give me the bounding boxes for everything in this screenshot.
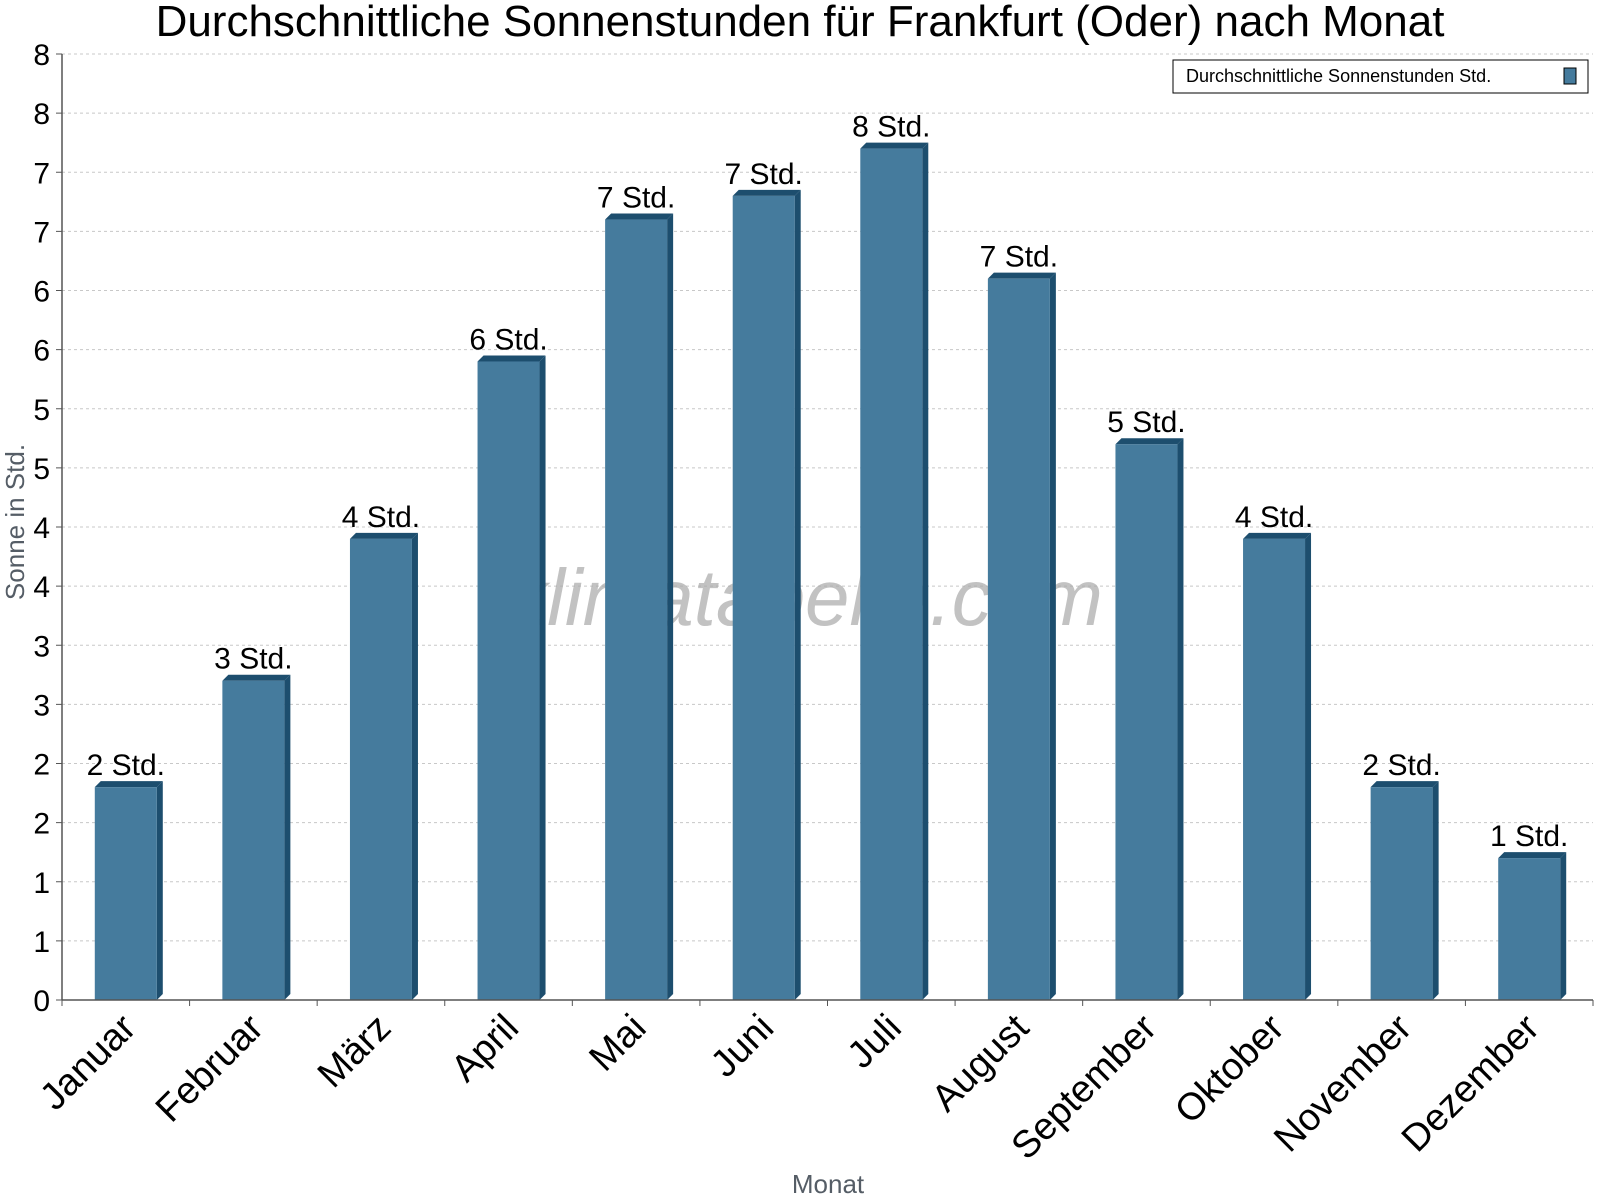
bar [1498, 858, 1561, 1000]
y-tick-label: 8 [33, 98, 50, 131]
bar-top [1115, 438, 1184, 445]
y-tick-label: 7 [33, 157, 50, 190]
x-tick-label: Februar [148, 1006, 272, 1130]
axes [61, 54, 1593, 1001]
bar-top [1498, 852, 1567, 859]
bar-side [1560, 852, 1567, 1000]
data-label: 4 Std. [342, 501, 420, 534]
y-tick-label: 8 [33, 39, 50, 72]
y-tick-label: 1 [33, 867, 50, 900]
y-tick-label: 1 [33, 926, 50, 959]
data-label: 7 Std. [980, 241, 1058, 274]
bar [1370, 787, 1433, 1000]
bar-top [860, 142, 929, 149]
bar-side [1305, 532, 1312, 1000]
bar-side [539, 355, 546, 1000]
data-label: 8 Std. [852, 111, 930, 144]
x-tick-label: Mai [581, 1007, 654, 1080]
x-tick-label: Oktober [1167, 1006, 1293, 1132]
bar-side [667, 213, 674, 1001]
data-label: 7 Std. [725, 158, 803, 191]
data-label: 7 Std. [597, 182, 675, 215]
y-tick-label: 2 [33, 808, 50, 841]
data-label: 2 Std. [87, 749, 165, 782]
y-tick-label: 0 [33, 985, 50, 1018]
bar-top [605, 213, 674, 220]
data-label: 5 Std. [1107, 406, 1185, 439]
bar-top [987, 272, 1056, 279]
bar [732, 195, 795, 1000]
y-tick-label: 2 [33, 749, 50, 782]
x-tick-label: Juli [840, 1007, 910, 1077]
bar [477, 361, 540, 1000]
x-tick-label: April [443, 1007, 526, 1090]
y-tick-label: 3 [33, 689, 50, 722]
y-tick-label: 5 [33, 394, 50, 427]
bar [860, 148, 923, 1001]
data-label: 2 Std. [1362, 749, 1440, 782]
bar [222, 680, 285, 1000]
bar-top [732, 189, 801, 196]
y-axis-ticks: 0 1 1 2 2 3 3 4 4 5 5 6 6 7 7 8 8 [33, 39, 62, 1018]
y-tick-label: 4 [33, 571, 50, 604]
bar-side [922, 142, 929, 1001]
bar-side [1177, 438, 1184, 1001]
x-tick-label: Januar [32, 1006, 144, 1118]
chart-title: Durchschnittliche Sonnenstunden für Fran… [156, 0, 1445, 46]
data-label: 1 Std. [1490, 820, 1568, 853]
y-tick-label: 7 [33, 216, 50, 249]
y-tick-label: 6 [33, 335, 50, 368]
data-label: 4 Std. [1235, 501, 1313, 534]
bar-side [411, 532, 418, 1000]
bar-top [1370, 781, 1439, 788]
x-axis-label: Monat [792, 1169, 865, 1199]
y-tick-label: 6 [33, 276, 50, 309]
x-tick-label: November [1266, 1006, 1420, 1160]
bar [1115, 444, 1178, 1001]
y-tick-label: 4 [33, 512, 50, 545]
data-label: 3 Std. [214, 643, 292, 676]
y-tick-label: 3 [33, 630, 50, 663]
bar-side [1049, 272, 1056, 1000]
bar-side [794, 189, 801, 1000]
bar-top [477, 355, 546, 362]
legend-box [1172, 59, 1589, 94]
x-tick-label: Juni [703, 1007, 782, 1086]
gridlines [62, 53, 1593, 942]
bar-side [1432, 781, 1439, 1000]
data-labels: 2 Std. 3 Std. 4 Std. 6 Std. 7 Std. 7 Std. 8 St… [87, 111, 1569, 853]
x-tick-label: März [310, 1007, 399, 1096]
x-tick-label: August [924, 1006, 1038, 1120]
legend-label: Durchschnittliche Sonnenstunden Std. [1186, 66, 1491, 86]
bar-top [222, 674, 291, 681]
legend-swatch [1563, 67, 1577, 85]
bar [987, 278, 1050, 1000]
bar-top [1243, 532, 1312, 539]
bar [605, 219, 668, 1001]
y-axis-label: Sonne in Std. [0, 444, 30, 600]
bars [94, 142, 1567, 1001]
bar [349, 538, 412, 1000]
x-axis-ticks: Januar Februar März April Mai Juni Juli AugustS… [32, 1000, 1594, 1168]
bar [1243, 538, 1306, 1000]
bar-side [284, 674, 291, 1000]
y-tick-label: 5 [33, 453, 50, 486]
data-label: 6 Std. [469, 323, 547, 356]
legend: Durchschnittliche Sonnenstunden Std. [1172, 59, 1589, 94]
bar-top [349, 532, 418, 539]
bar-side [156, 781, 163, 1000]
bar [94, 787, 157, 1000]
bar-top [94, 781, 163, 788]
x-tick-label: Dezember [1394, 1006, 1548, 1160]
